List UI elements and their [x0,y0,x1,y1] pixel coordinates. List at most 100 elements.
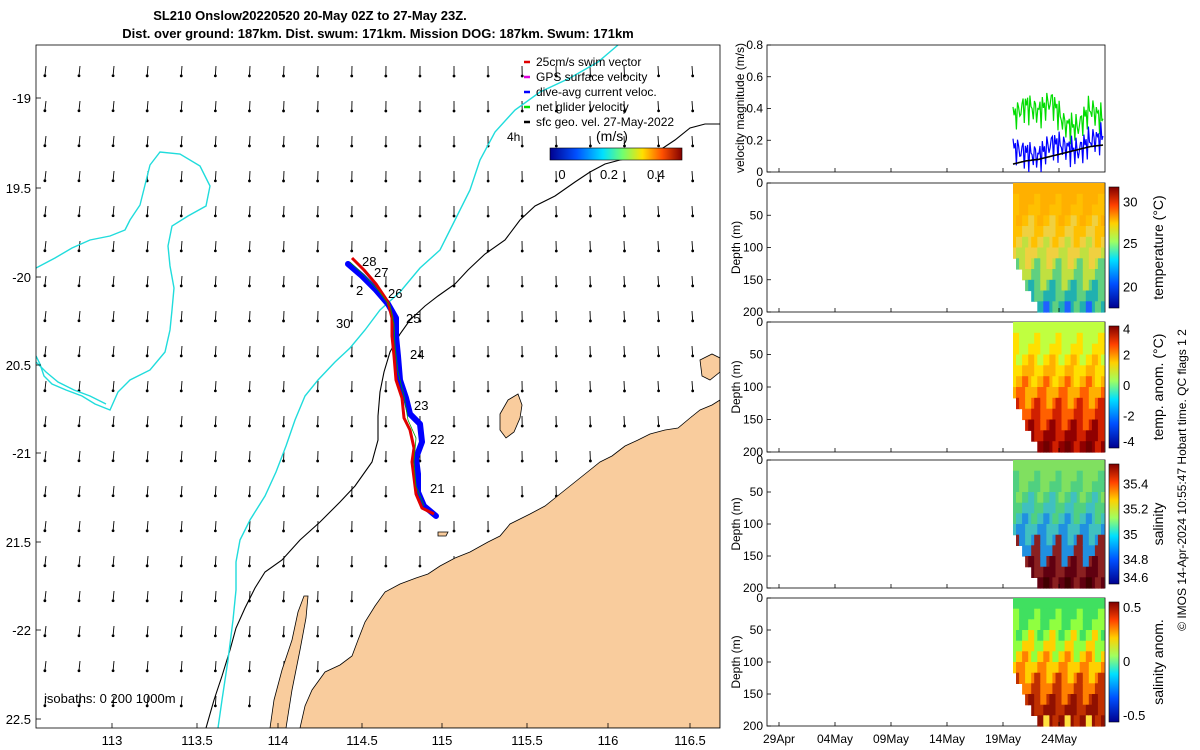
heatmap-cell [1049,577,1053,589]
heatmap-cell [1058,481,1063,493]
heatmap-cell [1082,524,1087,536]
heatmap-cell [1052,630,1056,642]
heatmap-cell [1034,258,1038,270]
current-vector-head [418,389,422,393]
heatmap-cell [1043,226,1047,238]
heatmap-cell [1040,226,1044,238]
heatmap-cell [1052,640,1056,652]
current-vector [78,485,81,496]
heatmap-cell [1040,715,1044,727]
track-green [349,261,425,507]
current-vector [44,310,47,321]
heatmap-cell [1043,694,1047,706]
current-vector [112,660,115,671]
current-vector-head [316,214,320,218]
current-vector-head [111,389,115,393]
heatmap-cell [1019,332,1023,345]
current-vector [146,275,149,286]
heatmap-cell [1079,365,1084,377]
heatmap-cell [1055,481,1060,493]
current-vector-head [486,424,490,428]
current-vector-head [520,389,524,393]
heatmap-cell [1088,269,1093,281]
heatmap-cell [1025,332,1029,345]
heatmap-cell [1079,577,1084,589]
heatmap-cell [1082,365,1087,377]
heatmap-cell [1088,704,1093,716]
current-vector-head [657,144,660,148]
heatmap-cell [1028,534,1032,546]
heatmap-cell [1073,662,1078,674]
current-vector-head [350,319,354,323]
heatmap-cell [1094,258,1099,270]
heatmap-cell [1079,322,1084,334]
current-vector-head [77,704,81,708]
depth-tick-label: 50 [750,348,764,362]
heatmap-cell [1055,524,1060,536]
sanom-colorbar-tick: -0.5 [1123,708,1145,723]
heatmap-cell [1067,258,1072,270]
heatmap-cell [1097,694,1102,706]
heatmap-cell [1091,365,1096,377]
track-blue [345,261,439,519]
heatmap-cell [1019,534,1023,546]
heatmap-cell [1028,269,1032,281]
heatmap-cell [1052,215,1056,227]
current-vector-head [418,564,422,568]
heatmap-cell [1043,301,1047,313]
heatmap-cell [1085,322,1090,334]
current-vector [180,65,183,76]
heatmap-cell [1052,269,1056,281]
current-vector [657,310,660,321]
heatmap-cell [1091,556,1096,568]
heatmap-cell [1022,513,1026,525]
heatmap-cell [1058,397,1063,410]
current-vector [249,695,251,706]
current-vector-head [623,424,626,428]
current-vector-head [282,319,285,323]
heatmap-cell [1076,460,1081,472]
heatmap-cell [1097,524,1102,536]
depth-tick-label: 0 [756,591,763,605]
heatmap-cell [1022,460,1026,472]
current-vector-head [623,74,626,78]
heatmap-cell [1025,215,1029,227]
heatmap-cell [1064,715,1069,727]
current-vector [78,345,81,356]
heatmap-cell [1058,524,1063,536]
heatmap-cell [1031,430,1035,442]
current-vector-head [657,74,660,78]
heatmap-cell [1085,598,1090,610]
heatmap-cell [1101,704,1105,716]
heatmap-cell [1052,470,1056,482]
heatmap-cell [1031,419,1035,431]
heatmap-cell [1091,694,1096,706]
heatmap-cell [1046,290,1050,302]
heatmap-cell [1049,470,1053,482]
heatmap-cell [1067,290,1072,302]
current-vector-head [691,179,695,183]
heatmap-cell [1101,598,1105,610]
heatmap-cell [1101,524,1105,536]
heatmap-cell [1028,322,1032,334]
heatmap-cell [1034,387,1038,399]
heatmap-cell [1076,608,1081,620]
heatmap-cell [1019,365,1023,377]
heatmap-cell [1016,513,1020,525]
tanom-colorbar [1108,325,1120,449]
heatmap-cell [1049,441,1053,453]
current-vector-head [350,74,354,78]
current-vector-head [43,529,47,533]
heatmap-cell [1040,430,1044,442]
heatmap-cell [1076,419,1081,431]
current-vector [249,310,251,321]
heatmap-cell [1046,204,1050,216]
current-vector-head [452,74,456,78]
heatmap-cell [1067,354,1072,366]
heatmap-cell [1040,672,1044,684]
heatmap-cell [1061,279,1066,292]
heatmap-cell [1082,619,1087,631]
heatmap-cell [1061,715,1066,727]
heatmap-cell [1025,354,1029,366]
